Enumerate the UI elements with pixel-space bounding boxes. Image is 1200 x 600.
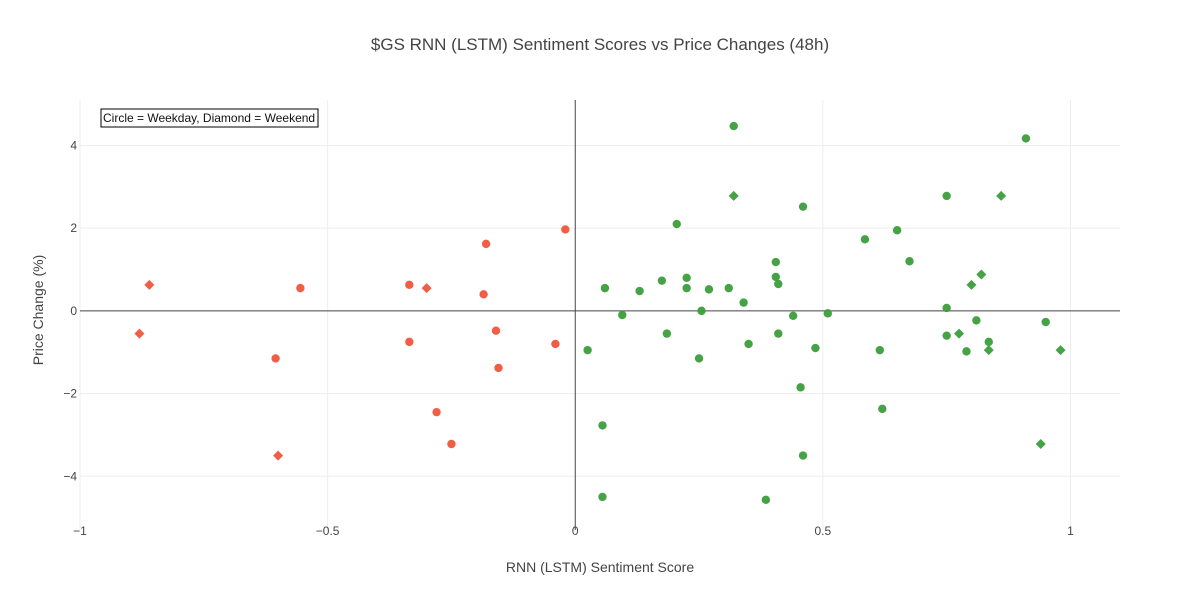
annotation-text: Circle = Weekday, Diamond = Weekend [103, 111, 315, 125]
data-point-circle [798, 202, 808, 211]
data-point-circle [972, 316, 981, 325]
data-point-circle [271, 354, 280, 363]
data-point-circle [432, 407, 441, 417]
data-point-circle [823, 309, 833, 318]
data-point-circle [1021, 134, 1031, 143]
data-point-circle [405, 337, 414, 347]
data-point-circle [657, 276, 667, 285]
data-point-diamond [966, 279, 977, 290]
y-axis-title: Price Change (%) [30, 255, 46, 366]
data-point-circle [635, 286, 644, 296]
data-point-circle [798, 451, 808, 460]
x-tick-label: 1 [1067, 524, 1074, 538]
data-point-circle [662, 329, 672, 338]
data-point-diamond [421, 283, 432, 294]
data-point-circle [892, 226, 902, 235]
data-point-circle [494, 363, 503, 373]
annotation-box [100, 108, 319, 128]
x-tick-label: 0.5 [815, 524, 832, 538]
data-point-circle [962, 347, 971, 356]
data-point-circle [600, 283, 610, 293]
x-tick-label: −0.5 [316, 524, 340, 538]
data-point-circle [771, 272, 781, 282]
data-point-circle [744, 339, 753, 349]
data-point-circle [774, 329, 783, 338]
data-point-circle [942, 331, 951, 340]
data-point-circle [811, 343, 820, 353]
data-point-circle [697, 306, 706, 316]
data-point-diamond [1035, 439, 1046, 449]
data-point-circle [551, 339, 560, 349]
data-point-diamond [273, 450, 284, 461]
data-point-circle [796, 383, 805, 392]
chart-title: $GS RNN (LSTM) Sentiment Scores vs Price… [371, 35, 829, 54]
y-tick-label: −2 [63, 387, 77, 401]
data-point-circle [761, 495, 771, 505]
data-point-diamond [1055, 345, 1066, 356]
data-point-circle [447, 439, 456, 449]
data-point-circle [672, 219, 681, 229]
data-point-circle [598, 492, 607, 502]
data-point-circle [788, 311, 798, 321]
data-point-circle [984, 337, 993, 347]
y-tick-label: 2 [70, 221, 77, 235]
data-point-circle [860, 235, 870, 244]
data-point-circle [682, 283, 691, 293]
data-point-diamond [134, 328, 145, 339]
data-point-circle [296, 283, 305, 293]
legend-annotation: Circle = Weekday, Diamond = Weekend [100, 108, 319, 128]
x-axis-title: RNN (LSTM) Sentiment Score [506, 559, 694, 575]
data-point-diamond [996, 190, 1007, 201]
data-point-diamond [954, 328, 965, 339]
data-point-circle [942, 303, 951, 313]
y-tick-label: −4 [63, 469, 77, 483]
data-point-circle [875, 345, 885, 355]
grid-lines [79, 100, 1120, 530]
data-point-circle [942, 191, 951, 201]
tick-labels: −1 −0.5 0 0.5 1 −4 −2 0 2 4 [63, 138, 1074, 538]
data-point-circle [771, 257, 781, 267]
data-point-circle [479, 290, 488, 299]
y-tick-label: 0 [70, 304, 77, 318]
data-point-circle [905, 257, 914, 266]
data-point-circle [739, 298, 748, 307]
data-point-circle [704, 285, 714, 294]
data-point-circle [694, 354, 704, 363]
data-point-circle [405, 280, 414, 290]
data-point-circle [724, 283, 733, 293]
data-point-diamond [728, 190, 739, 201]
data-point-circle [774, 279, 783, 289]
data-point-circle [598, 421, 607, 430]
data-point-circle [491, 326, 501, 335]
data-point-circle [618, 310, 627, 320]
data-point-circle [481, 239, 491, 249]
data-point-circle [878, 404, 887, 414]
data-point-circle [682, 273, 691, 282]
zero-lines [80, 100, 1120, 530]
data-point-diamond [976, 269, 987, 280]
data-point-diamond [983, 345, 994, 356]
x-tick-label: −1 [73, 524, 87, 538]
y-tick-label: 4 [70, 138, 77, 152]
data-point-circle [583, 345, 592, 355]
x-tick-label: 0 [572, 524, 579, 538]
data-point-circle [561, 225, 570, 234]
data-point-circle [1041, 317, 1050, 327]
data-points [134, 121, 1066, 505]
data-point-circle [729, 121, 738, 131]
data-point-diamond [144, 279, 155, 290]
